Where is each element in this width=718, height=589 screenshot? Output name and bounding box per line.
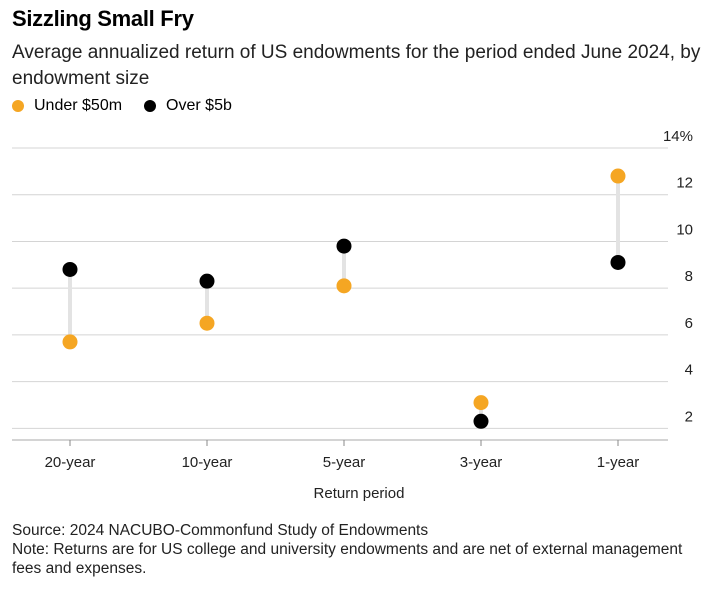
x-tick-label: 5-year	[323, 454, 366, 471]
point-under-50m-10-year	[199, 315, 215, 331]
chart-title: Sizzling Small Fry	[12, 6, 194, 31]
point-over-5b-20-year	[62, 261, 78, 277]
x-tick-label: 10-year	[182, 454, 233, 471]
y-tick-label: 4	[685, 362, 693, 379]
chart-footer: Source: 2024 NACUBO-Commonfund Study of …	[12, 521, 702, 578]
y-tick-label: 14%	[663, 128, 693, 145]
legend-label-over-5b: Over $5b	[166, 97, 232, 114]
y-tick-label: 2	[685, 408, 693, 425]
point-under-50m-3-year	[473, 395, 489, 411]
x-axis-title: Return period	[314, 485, 405, 502]
y-tick-label: 8	[685, 268, 693, 285]
methodology-note: Note: Returns are for US college and uni…	[12, 541, 683, 577]
point-under-50m-5-year	[336, 278, 352, 294]
y-tick-label: 6	[685, 315, 693, 332]
y-tick-label: 10	[676, 221, 693, 238]
chart-subtitle: Average annualized return of US endowmen…	[12, 42, 701, 89]
legend-swatch-under-50m	[12, 100, 24, 112]
legend: Under $50m Over $5b	[12, 97, 254, 115]
legend-item-under-50m: Under $50m	[12, 97, 122, 115]
point-under-50m-20-year	[62, 334, 78, 350]
legend-swatch-over-5b	[144, 100, 157, 112]
x-tick-label: 20-year	[45, 454, 96, 471]
point-over-5b-1-year	[610, 254, 626, 270]
point-over-5b-5-year	[336, 238, 352, 254]
point-over-5b-3-year	[473, 413, 489, 429]
point-over-5b-10-year	[199, 273, 215, 289]
x-tick-label: 1-year	[597, 454, 640, 471]
point-under-50m-1-year	[610, 168, 626, 184]
legend-label-under-50m: Under $50m	[34, 97, 123, 114]
source-note: Source: 2024 NACUBO-Commonfund Study of …	[12, 522, 429, 539]
legend-item-over-5b: Over $5b	[144, 97, 232, 115]
y-tick-label: 12	[676, 175, 693, 192]
x-tick-label: 3-year	[460, 454, 503, 471]
